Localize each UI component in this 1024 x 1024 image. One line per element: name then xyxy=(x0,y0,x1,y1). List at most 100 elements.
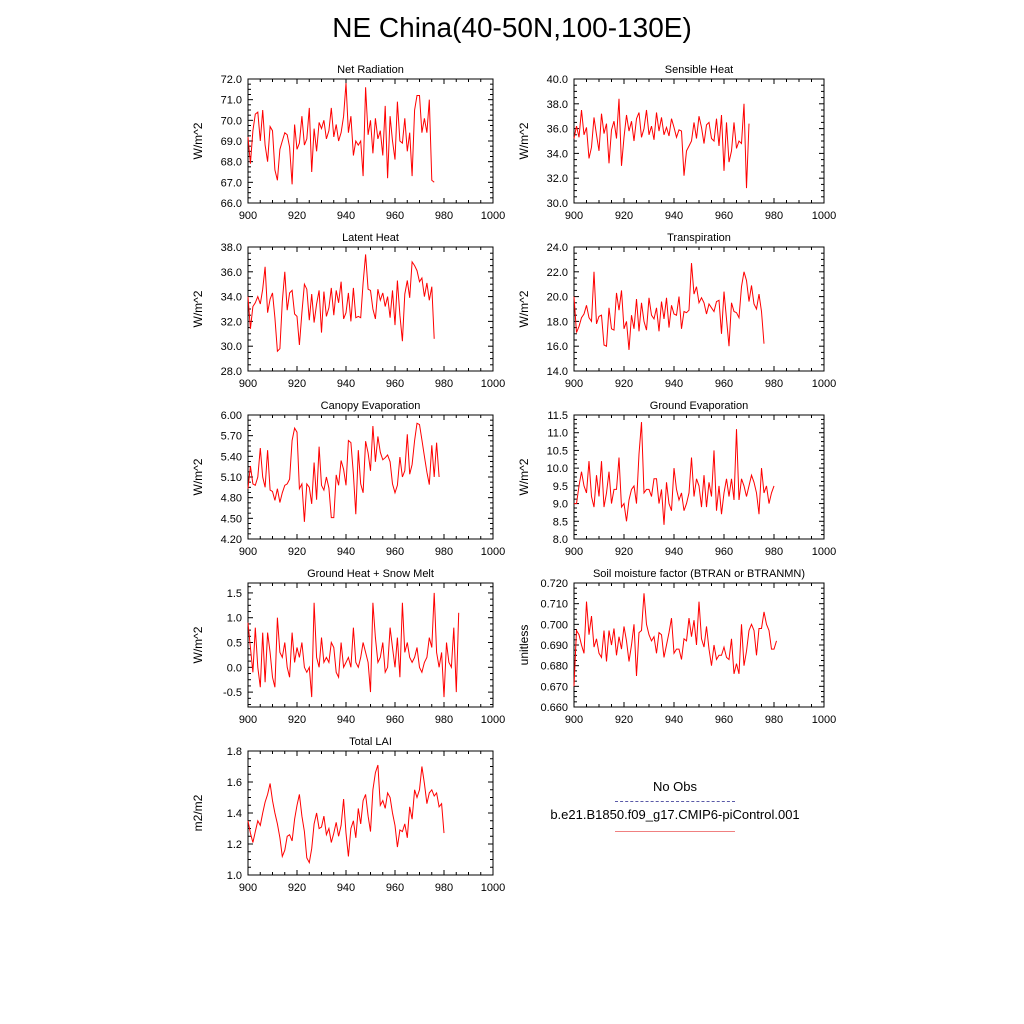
panel-7: 900 920 940 960 980 1000 -0.5 0.0 0.5 1.0 1.5 Groun… xyxy=(191,568,505,726)
x-tick-label: 980 xyxy=(435,882,453,894)
x-tick-label: 980 xyxy=(765,546,783,558)
y-tick-label: 0.680 xyxy=(540,661,568,673)
y-tick-label: 1.6 xyxy=(227,777,242,789)
y-axis-label: W/m^2 xyxy=(191,458,205,495)
x-tick-label: 940 xyxy=(665,714,683,726)
x-tick-label: 1000 xyxy=(812,210,836,222)
panel-title: Ground Evaporation xyxy=(650,400,748,412)
y-tick-label: 22.0 xyxy=(547,267,568,279)
legend-obs-line xyxy=(615,801,735,802)
x-tick-label: 900 xyxy=(565,210,583,222)
y-tick-label: 8.0 xyxy=(553,534,568,546)
panel-title: Total LAI xyxy=(349,736,392,748)
panel-8: 900 920 940 960 980 1000 0.660 0.670 0.680 0.690 0… xyxy=(517,568,836,726)
x-tick-label: 900 xyxy=(565,378,583,390)
y-tick-label: 1.5 xyxy=(227,588,242,600)
x-tick-label: 1000 xyxy=(812,714,836,726)
y-tick-label: 1.8 xyxy=(227,746,242,758)
x-tick-label: 980 xyxy=(435,714,453,726)
legend-case-label: b.e21.B1850.f09_g17.CMIP6-piControl.001 xyxy=(550,807,800,822)
y-tick-label: 4.80 xyxy=(221,493,242,505)
x-tick-label: 1000 xyxy=(481,882,505,894)
panel-title: Latent Heat xyxy=(342,232,399,244)
x-tick-label: 940 xyxy=(337,882,355,894)
y-tick-label: 20.0 xyxy=(547,292,568,304)
y-tick-label: 11.0 xyxy=(547,428,568,440)
y-tick-label: 1.4 xyxy=(227,808,242,820)
plot-frame xyxy=(573,78,825,204)
y-tick-label: 9.0 xyxy=(553,499,568,511)
y-tick-label: 4.20 xyxy=(221,534,242,546)
y-tick-label: 70.0 xyxy=(221,115,242,127)
plot-frame xyxy=(247,246,494,372)
y-tick-label: 72.0 xyxy=(221,74,242,86)
panel-title: Canopy Evaporation xyxy=(321,400,421,412)
panel-1: 900 920 940 960 980 1000 66.0 67.0 68.0 69.0 70.0 7… xyxy=(191,64,505,222)
x-tick-label: 960 xyxy=(715,714,733,726)
y-tick-label: 38.0 xyxy=(221,242,242,254)
x-tick-label: 920 xyxy=(288,546,306,558)
x-tick-label: 960 xyxy=(715,378,733,390)
panel-title: Transpiration xyxy=(667,232,731,244)
y-tick-label: 36.0 xyxy=(547,124,568,136)
x-tick-label: 920 xyxy=(615,546,633,558)
y-tick-label: 0.670 xyxy=(540,681,568,693)
x-tick-label: 940 xyxy=(337,714,355,726)
y-tick-label: 38.0 xyxy=(547,99,568,111)
series-line xyxy=(573,593,777,687)
x-tick-label: 900 xyxy=(239,882,257,894)
x-tick-label: 900 xyxy=(239,546,257,558)
y-tick-label: 6.00 xyxy=(221,410,242,422)
x-tick-label: 920 xyxy=(615,714,633,726)
y-tick-label: 1.0 xyxy=(227,870,242,882)
y-axis-label: W/m^2 xyxy=(191,290,205,327)
y-tick-label: 0.690 xyxy=(540,640,568,652)
x-tick-label: 920 xyxy=(615,378,633,390)
y-tick-label: 1.0 xyxy=(227,613,242,625)
y-tick-label: 5.40 xyxy=(221,451,242,463)
y-tick-label: 40.0 xyxy=(547,74,568,86)
x-tick-label: 1000 xyxy=(481,546,505,558)
x-tick-label: 900 xyxy=(565,546,583,558)
x-tick-label: 900 xyxy=(239,378,257,390)
x-tick-label: 920 xyxy=(288,210,306,222)
y-tick-label: 66.0 xyxy=(221,198,242,210)
panel-9: 900 920 940 960 980 1000 1.0 1.2 1.4 1.6 1.8 Total … xyxy=(191,736,505,894)
x-tick-label: 960 xyxy=(715,210,733,222)
x-tick-label: 940 xyxy=(665,546,683,558)
y-tick-label: 32.0 xyxy=(547,173,568,185)
x-tick-label: 920 xyxy=(288,378,306,390)
x-tick-label: 940 xyxy=(665,210,683,222)
panel-2: 900 920 940 960 980 1000 30.0 32.0 34.0 36.0 38.0 4… xyxy=(517,64,836,222)
series-line xyxy=(247,422,440,522)
y-axis-label: W/m^2 xyxy=(191,122,205,159)
x-tick-label: 960 xyxy=(715,546,733,558)
x-tick-label: 920 xyxy=(288,714,306,726)
y-tick-label: 1.2 xyxy=(227,839,242,851)
y-axis-label: m2/m2 xyxy=(191,794,205,831)
panel-5: 900 920 940 960 980 1000 4.20 4.50 4.80 5.10 5.40 5… xyxy=(191,400,505,558)
x-tick-label: 980 xyxy=(765,378,783,390)
x-tick-label: 940 xyxy=(337,210,355,222)
x-tick-label: 940 xyxy=(337,378,355,390)
x-tick-label: 1000 xyxy=(812,546,836,558)
series-line xyxy=(247,764,445,865)
y-tick-label: 0.660 xyxy=(540,702,568,714)
y-tick-label: 34.0 xyxy=(221,292,242,304)
panel-title: Sensible Heat xyxy=(665,64,734,76)
x-tick-label: 940 xyxy=(337,546,355,558)
y-tick-label: 28.0 xyxy=(221,366,242,378)
y-axis-label: W/m^2 xyxy=(517,458,531,495)
x-tick-label: 980 xyxy=(765,210,783,222)
x-tick-label: 960 xyxy=(386,210,404,222)
y-tick-label: 0.5 xyxy=(227,638,242,650)
x-tick-label: 900 xyxy=(239,714,257,726)
series-line xyxy=(247,254,435,353)
y-tick-label: 8.5 xyxy=(553,516,568,528)
x-tick-label: 960 xyxy=(386,714,404,726)
y-tick-label: 5.70 xyxy=(221,431,242,443)
x-tick-label: 980 xyxy=(435,378,453,390)
panel-title: Soil moisture factor (BTRAN or BTRANMN) xyxy=(593,568,805,580)
x-tick-label: 1000 xyxy=(481,210,505,222)
legend-obs-label: No Obs xyxy=(652,779,698,794)
